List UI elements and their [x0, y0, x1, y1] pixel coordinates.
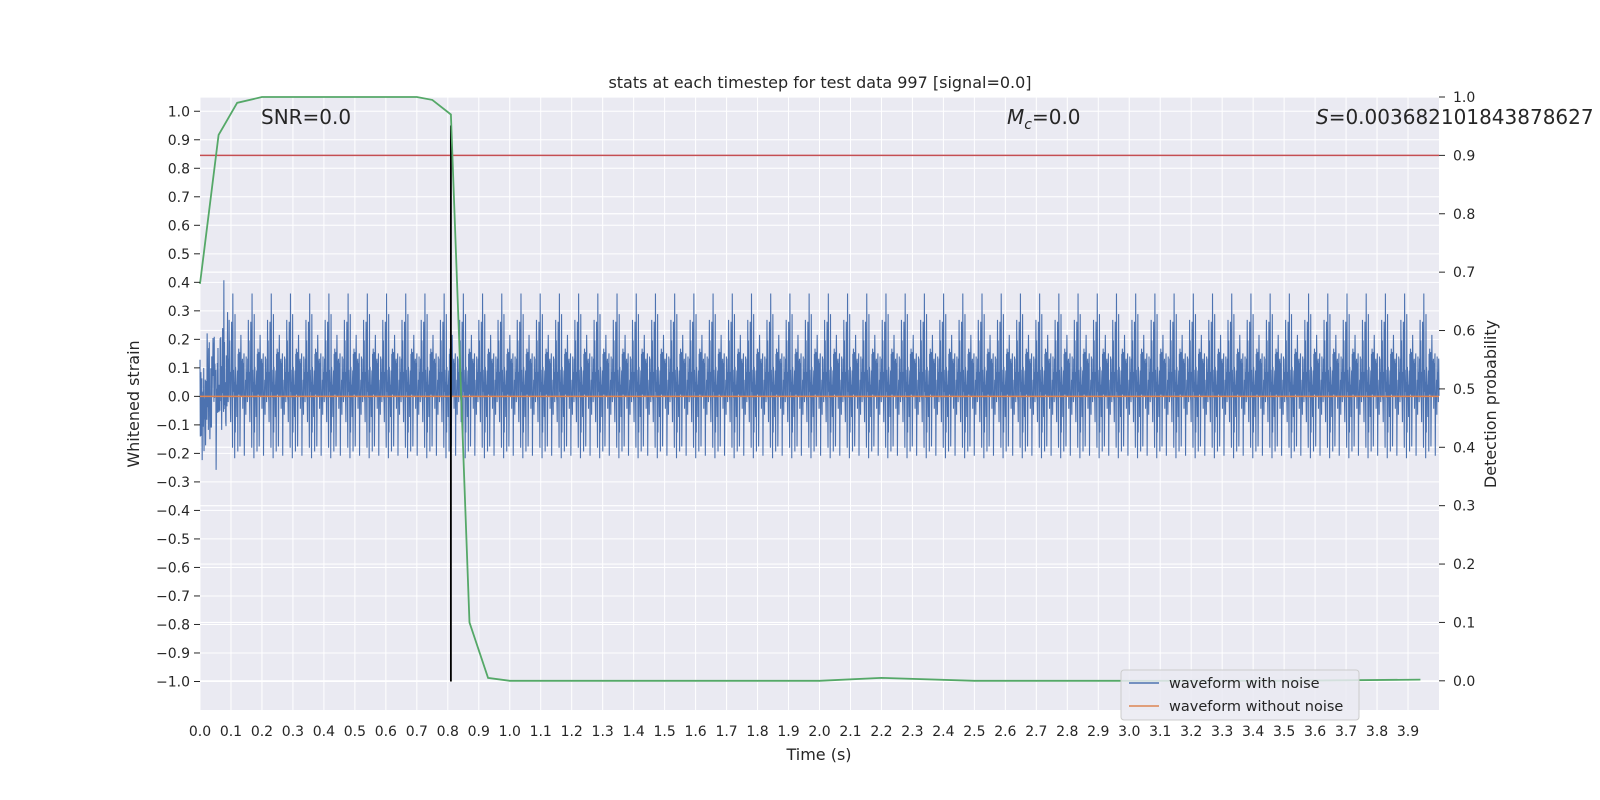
chirp-mass-symbol: M	[1007, 105, 1024, 129]
y-left-tick-label: −0.1	[156, 418, 190, 434]
detection-probability-line	[199, 96, 1421, 682]
y-left-tick-label: −0.3	[156, 475, 190, 491]
y-left-tick-label: −0.2	[156, 446, 190, 462]
y-left-tick-label: 0.4	[168, 275, 190, 291]
x-tick-label: 3.3	[1211, 724, 1233, 740]
x-tick-label: 0.7	[406, 724, 428, 740]
x-tick-label: 1.5	[653, 724, 675, 740]
y-right-tick-label: 0.6	[1453, 324, 1475, 340]
chirp-mass-subscript: c	[1024, 117, 1032, 133]
y-left-tick-label: −0.9	[156, 646, 190, 662]
x-tick-label: 0.4	[313, 724, 335, 740]
y-right-tick-label: 0.8	[1453, 207, 1475, 223]
x-tick-label: 2.0	[808, 724, 830, 740]
x-tick-label: 2.9	[1087, 724, 1109, 740]
y-left-axis-label: Whitened strain	[124, 340, 143, 467]
y-left-axis-ticks: 1.0 0.9 0.8 0.7 0.6 0.5 0.4 0.3 0.2 0.1 0.0 −0.1 −0.…	[156, 104, 200, 690]
legend-frame	[1120, 669, 1360, 721]
y-left-tick-label: −0.6	[156, 560, 190, 576]
x-tick-label: 0.2	[251, 724, 273, 740]
x-tick-label: 3.1	[1149, 724, 1171, 740]
y-left-tick-label: 0.8	[168, 161, 190, 177]
y-left-tick-label: 1.0	[168, 104, 190, 120]
y-right-tick-label: 0.7	[1453, 265, 1475, 281]
statistic-annotation: S=0.003682101843878627	[1316, 105, 1594, 129]
x-tick-label: 1.7	[715, 724, 737, 740]
snr-annotation: SNR=0.0	[261, 105, 351, 129]
y-right-tick-label: 0.9	[1453, 148, 1475, 164]
legend-label-clean: waveform without noise	[1169, 699, 1343, 715]
x-tick-label: 2.2	[870, 724, 892, 740]
y-right-tick-label: 1.0	[1453, 90, 1475, 106]
y-left-tick-label: 0.0	[168, 389, 190, 405]
y-left-tick-label: 0.5	[168, 247, 190, 263]
x-tick-label: 0.0	[189, 724, 211, 740]
y-right-axis-ticks: 1.0 0.9 0.8 0.7 0.6 0.5 0.4 0.3 0.2 0.1 0.0	[1439, 90, 1475, 690]
y-left-tick-label: 0.1	[168, 361, 190, 377]
x-tick-label: 2.1	[839, 724, 861, 740]
y-left-tick-label: −0.7	[156, 589, 190, 605]
x-axis-ticks: 0.0 0.1 0.2 0.3 0.4 0.5 0.6 0.7 0.8 0.9 1.0 1.1 1.2 1…	[189, 724, 1419, 740]
chirp-mass-annotation: Mc=0.0	[1007, 105, 1081, 133]
x-tick-label: 1.8	[746, 724, 768, 740]
reference-lines	[200, 125, 1439, 682]
x-tick-label: 2.4	[932, 724, 954, 740]
statistic-symbol: S	[1316, 105, 1329, 129]
series-waveform-with-noise	[199, 280, 1440, 470]
y-right-tick-label: 0.0	[1453, 674, 1475, 690]
x-tick-label: 0.3	[282, 724, 304, 740]
noise-waveform-line	[199, 280, 1440, 470]
x-tick-label: 3.5	[1273, 724, 1295, 740]
x-tick-label: 0.6	[375, 724, 397, 740]
y-right-tick-label: 0.5	[1453, 382, 1475, 398]
legend: waveform with noise waveform without noi…	[1120, 669, 1360, 721]
x-tick-label: 2.3	[901, 724, 923, 740]
x-tick-label: 2.8	[1056, 724, 1078, 740]
x-axis-label: Time (s)	[785, 745, 851, 764]
y-left-tick-label: 0.7	[168, 190, 190, 206]
y-left-tick-label: −0.4	[156, 503, 190, 519]
x-tick-label: 2.7	[1025, 724, 1047, 740]
legend-label-noise: waveform with noise	[1169, 676, 1320, 692]
y-right-tick-label: 0.3	[1453, 499, 1475, 515]
x-tick-label: 3.8	[1366, 724, 1388, 740]
x-tick-label: 3.0	[1118, 724, 1140, 740]
chirp-mass-value: =0.0	[1032, 105, 1081, 129]
x-tick-label: 1.2	[561, 724, 583, 740]
x-tick-label: 3.6	[1304, 724, 1326, 740]
x-tick-label: 3.9	[1397, 724, 1419, 740]
y-left-tick-label: 0.9	[168, 133, 190, 149]
x-tick-label: 0.8	[437, 724, 459, 740]
statistic-value: =0.003682101843878627	[1329, 105, 1594, 129]
y-left-tick-label: −0.5	[156, 532, 190, 548]
y-left-tick-label: 0.2	[168, 332, 190, 348]
chart-title: stats at each timestep for test data 997…	[608, 73, 1031, 92]
x-tick-label: 0.1	[220, 724, 242, 740]
y-right-tick-label: 0.4	[1453, 440, 1475, 456]
y-left-tick-label: −1.0	[156, 674, 190, 690]
x-tick-label: 2.5	[963, 724, 985, 740]
x-tick-label: 0.5	[344, 724, 366, 740]
x-tick-label: 1.0	[499, 724, 521, 740]
y-right-tick-label: 0.2	[1453, 557, 1475, 573]
x-tick-label: 3.7	[1335, 724, 1357, 740]
y-right-axis-label: Detection probability	[1481, 320, 1500, 488]
x-tick-label: 2.6	[994, 724, 1016, 740]
x-tick-label: 1.9	[777, 724, 799, 740]
y-left-tick-label: −0.8	[156, 617, 190, 633]
y-left-tick-label: 0.3	[168, 304, 190, 320]
x-tick-label: 1.3	[592, 724, 614, 740]
series-detection-probability	[199, 96, 1421, 682]
x-tick-label: 0.9	[468, 724, 490, 740]
x-tick-label: 3.4	[1242, 724, 1264, 740]
x-tick-label: 3.2	[1180, 724, 1202, 740]
x-tick-label: 1.6	[684, 724, 706, 740]
y-left-tick-label: 0.6	[168, 218, 190, 234]
x-tick-label: 1.1	[530, 724, 552, 740]
x-tick-label: 1.4	[623, 724, 645, 740]
y-right-tick-label: 0.1	[1453, 615, 1475, 631]
